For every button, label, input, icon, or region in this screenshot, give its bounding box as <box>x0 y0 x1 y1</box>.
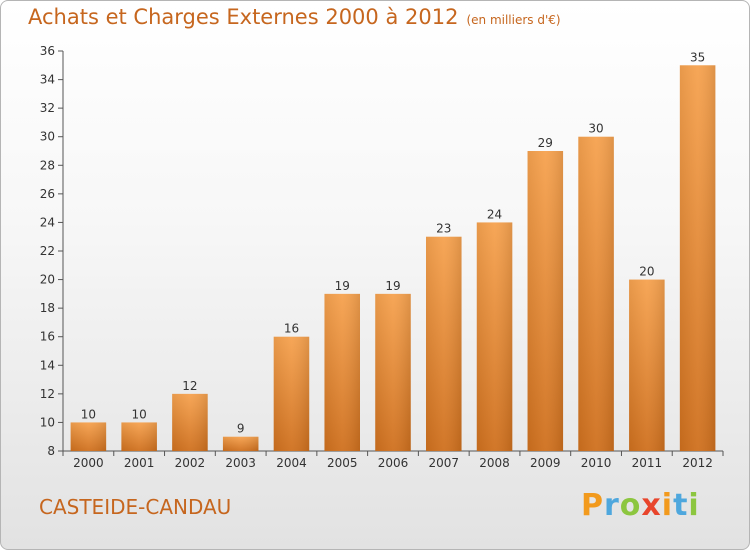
bar-shade <box>629 279 665 451</box>
logo-letter: r <box>604 488 620 523</box>
bar-shade <box>375 293 411 451</box>
bar-shade <box>527 151 564 451</box>
bar-value-label: 23 <box>436 222 451 236</box>
x-tick-label: 2006 <box>378 456 409 470</box>
bar-value-label: 24 <box>487 207 502 221</box>
bar-value-label: 29 <box>538 136 553 150</box>
y-tick-label: 22 <box>40 244 55 258</box>
bar-shade <box>70 422 107 451</box>
y-tick-label: 34 <box>40 73 55 87</box>
x-tick-label: 2005 <box>327 456 358 470</box>
chart-title-block: Achats et Charges Externes 2000 à 2012 (e… <box>28 5 561 29</box>
y-tick-label: 14 <box>40 358 55 372</box>
bar-value-label: 10 <box>81 407 96 421</box>
logo-letter: o <box>619 488 642 523</box>
x-tick-label: 2010 <box>581 456 612 470</box>
bar-shade <box>121 422 157 451</box>
bar-shade <box>426 236 462 451</box>
y-tick-label: 16 <box>40 330 55 344</box>
x-tick-label: 2007 <box>428 456 459 470</box>
bars <box>70 65 716 452</box>
bar-shade <box>679 65 716 452</box>
x-tick-label: 2012 <box>682 456 713 470</box>
bar-value-label: 20 <box>639 265 654 279</box>
y-tick-label: 10 <box>40 415 55 429</box>
y-tick-label: 32 <box>40 101 55 115</box>
x-tick-label: 2011 <box>632 456 663 470</box>
y-axis: 8 10 12 14 16 18 20 22 24 26 28 30 32 34 36 <box>40 44 64 458</box>
logo-letter: i <box>661 488 674 523</box>
proxiti-logo[interactable]: Proxiti <box>581 488 700 523</box>
bar-shade <box>273 336 310 451</box>
logo-letter: P <box>581 488 604 523</box>
y-tick-label: 28 <box>40 158 55 172</box>
logo-letter: i <box>688 488 700 523</box>
bar-value-label: 35 <box>690 50 705 64</box>
bar-shade <box>172 393 208 451</box>
bar-value-label: 10 <box>132 407 147 421</box>
value-labels: 10 10 12 9 16 19 19 23 24 29 30 20 35 <box>81 50 706 435</box>
chart-subtitle: (en milliers d'€) <box>466 13 561 27</box>
x-tick-label: 2009 <box>530 456 561 470</box>
y-tick-label: 12 <box>40 387 55 401</box>
y-tick-label: 36 <box>40 44 55 58</box>
place-name: CASTEIDE-CANDAU <box>39 495 232 519</box>
y-tick-label: 8 <box>47 444 55 458</box>
y-tick-label: 26 <box>40 187 55 201</box>
x-tick-label: 2001 <box>124 456 155 470</box>
y-tick-label: 20 <box>40 273 55 287</box>
x-tick-label: 2008 <box>479 456 510 470</box>
bar-value-label: 12 <box>182 379 197 393</box>
y-tick-label: 18 <box>40 301 55 315</box>
bar-value-label: 30 <box>588 122 603 136</box>
bar-shade <box>222 436 259 451</box>
bar-shade <box>476 222 513 451</box>
bar-value-label: 19 <box>335 279 350 293</box>
chart-title: Achats et Charges Externes 2000 à 2012 <box>28 5 459 29</box>
x-axis: 2000 2001 2002 2003 2004 2005 2006 2007 2008 2009… <box>62 450 724 470</box>
bar-shade <box>578 136 614 451</box>
y-tick-label: 24 <box>40 215 55 229</box>
x-tick-label: 2002 <box>175 456 206 470</box>
bar-value-label: 19 <box>385 279 400 293</box>
bar-shade <box>324 293 360 451</box>
bar-value-label: 16 <box>284 322 299 336</box>
x-tick-label: 2003 <box>225 456 256 470</box>
y-tick-label: 30 <box>40 130 55 144</box>
x-tick-label: 2004 <box>276 456 307 470</box>
x-tick-label: 2000 <box>73 456 104 470</box>
logo-letter: x <box>641 488 662 523</box>
logo-letter: t <box>673 488 689 523</box>
bar-value-label: 9 <box>237 422 245 436</box>
